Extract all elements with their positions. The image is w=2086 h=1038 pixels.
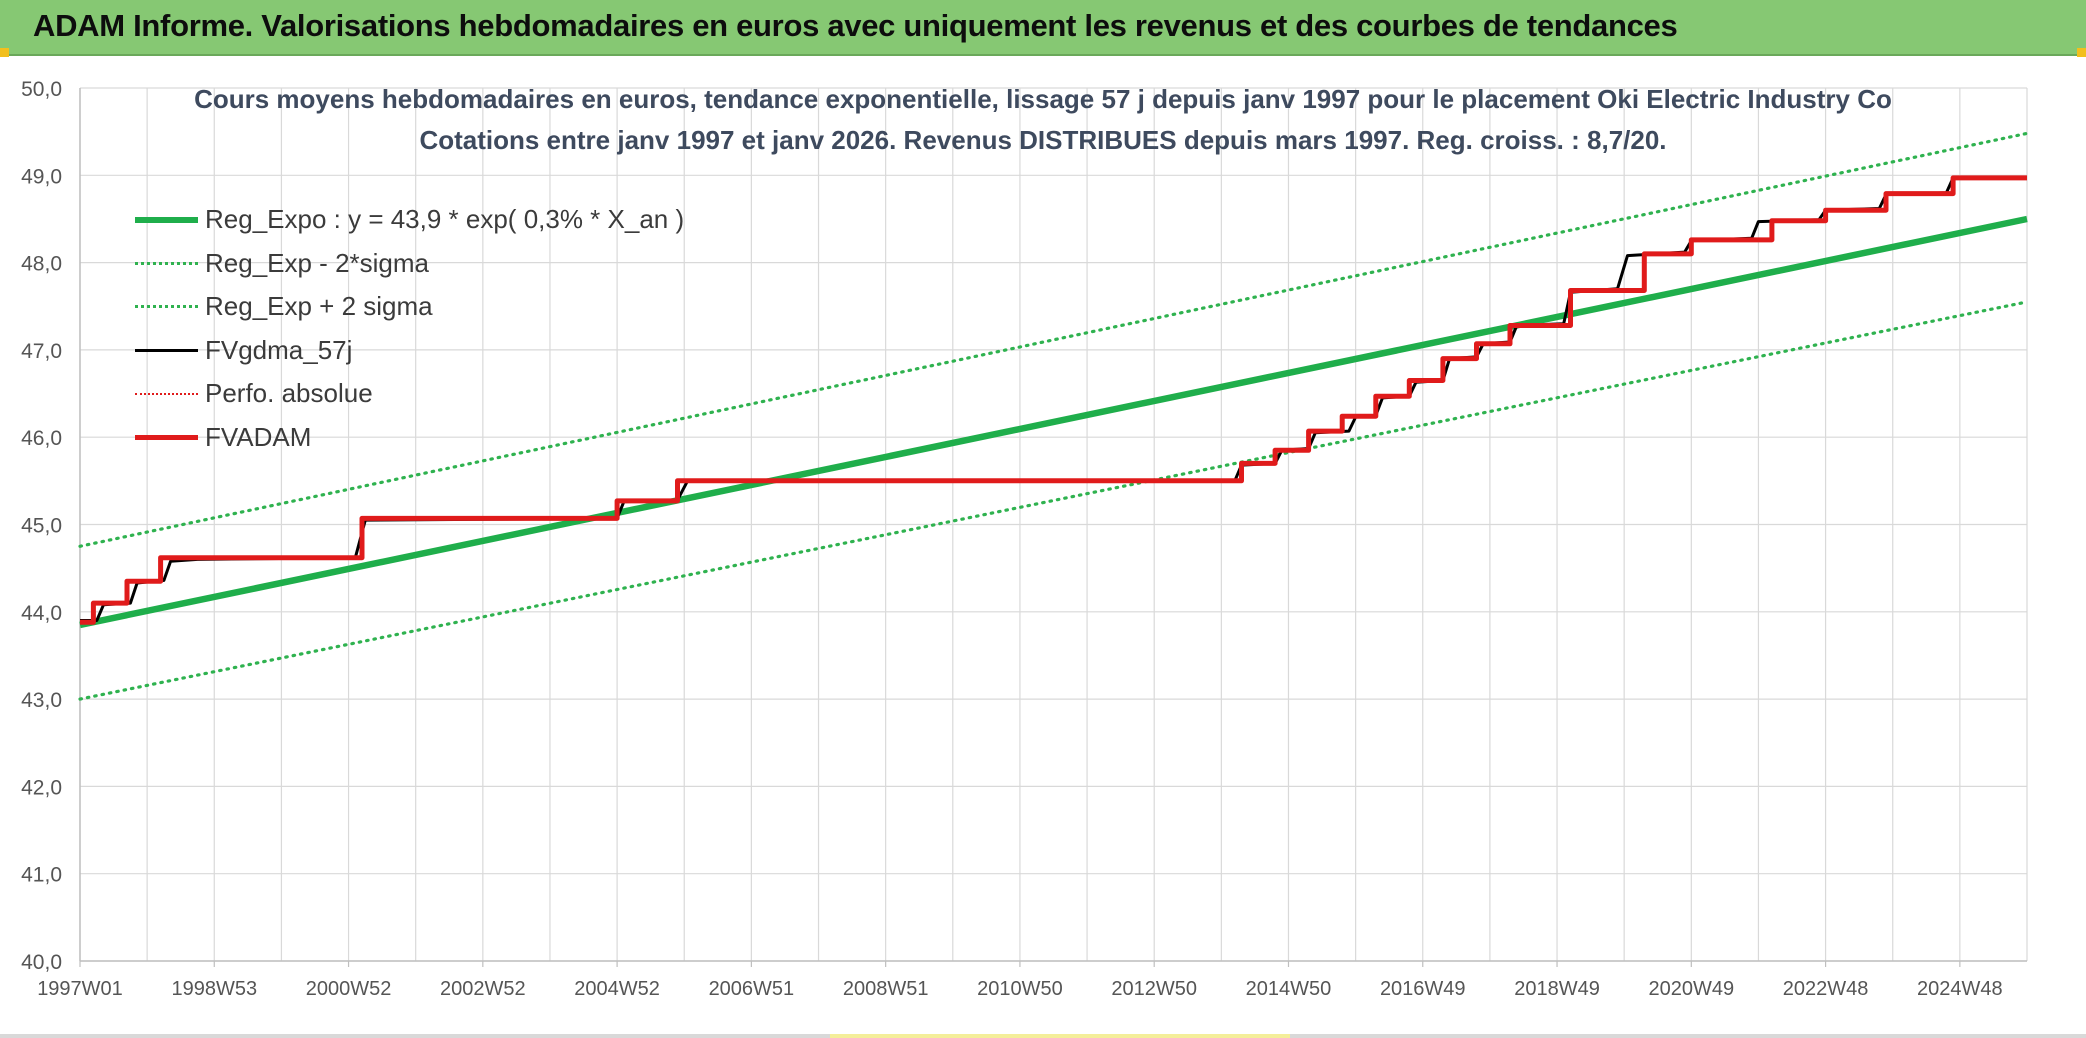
legend-item-reg-exp-plus-sigma: Reg_Exp + 2 sigma: [135, 285, 684, 329]
chart-legend: Reg_Expo : y = 43,9 * exp( 0,3% * X_an )…: [135, 198, 684, 459]
y-tick-label: 50,0: [21, 78, 62, 101]
series-line-2: [78, 131, 2029, 548]
y-tick-label: 49,0: [21, 165, 62, 188]
legend-swatch-reg-expo: [135, 216, 198, 223]
series-line-5: [80, 175, 2027, 625]
x-tick-label: 2014W50: [1246, 978, 1332, 1000]
x-tick-label: 2012W50: [1111, 978, 1197, 1000]
corner-marker-left: [0, 48, 9, 57]
x-tick-label: 2020W49: [1648, 978, 1734, 1000]
x-tick-label: 1997W01: [37, 978, 123, 1000]
y-tick-label: 44,0: [21, 602, 62, 625]
legend-label-fvadam: FVADAM: [205, 421, 312, 452]
legend-swatch-perfo-absolue: [135, 392, 198, 395]
x-tick-label: 1998W53: [171, 978, 257, 1000]
chart-title-line-1: Cours moyens hebdomadaires en euros, ten…: [194, 84, 1892, 114]
bottom-accent: [830, 1034, 1290, 1038]
x-tick-label: 2002W52: [440, 978, 526, 1000]
x-tick-label: 2006W51: [709, 978, 795, 1000]
chart-title-line-2: Cotations entre janv 1997 et janv 2026. …: [419, 125, 1667, 155]
x-tick-label: 2000W52: [306, 978, 392, 1000]
legend-item-fvadam: FVADAM: [135, 416, 684, 460]
legend-label-perfo-absolue: Perfo. absolue: [205, 378, 373, 409]
x-tick-label: 2010W50: [977, 978, 1063, 1000]
legend-label-reg-exp-minus-sigma: Reg_Exp - 2*sigma: [205, 247, 429, 278]
series-line-0: [79, 215, 2028, 629]
report-banner: ADAM Informe. Valorisations hebdomadaire…: [0, 0, 2086, 56]
x-tick-label: 2022W48: [1783, 978, 1869, 1000]
chart-svg: 40,0 41,0 42,0 43,0 44,0 45,0 46,0 47,0 48,0 49,0…: [21, 78, 2029, 1000]
report-title: ADAM Informe. Valorisations hebdomadaire…: [33, 8, 1678, 43]
y-tick-label: 41,0: [21, 864, 62, 887]
y-tick-label: 42,0: [21, 776, 62, 799]
legend-swatch-fvgdma: [135, 348, 198, 352]
y-tick-label: 43,0: [21, 689, 62, 712]
legend-swatch-fvadam: [135, 434, 198, 440]
y-tick-label: 46,0: [21, 427, 62, 450]
series-line-1: [78, 300, 2029, 701]
legend-item-perfo-absolue: Perfo. absolue: [135, 372, 684, 416]
legend-label-reg-expo: Reg_Expo : y = 43,9 * exp( 0,3% * X_an ): [205, 204, 685, 235]
series-layer: [78, 131, 2029, 701]
y-tick-label: 45,0: [21, 515, 62, 538]
legend-swatch-reg-exp-plus-sigma: [135, 305, 198, 309]
y-tick-label: 47,0: [21, 340, 62, 363]
x-tick-label: 2008W51: [843, 978, 929, 1000]
legend-label-reg-exp-plus-sigma: Reg_Exp + 2 sigma: [205, 291, 433, 322]
legend-item-reg-exp-minus-sigma: Reg_Exp - 2*sigma: [135, 242, 684, 286]
x-tick-label: 2016W49: [1380, 978, 1466, 1000]
y-tick-label: 48,0: [21, 253, 62, 276]
legend-item-reg-expo: Reg_Expo : y = 43,9 * exp( 0,3% * X_an ): [135, 198, 684, 242]
legend-label-fvgdma: FVgdma_57j: [205, 334, 353, 365]
corner-marker-right: [2077, 48, 2086, 57]
x-tick-label: 2018W49: [1514, 978, 1600, 1000]
x-tick-label: 2024W48: [1917, 978, 2003, 1000]
legend-swatch-reg-exp-minus-sigma: [135, 261, 198, 265]
chart-area: 40,0 41,0 42,0 43,0 44,0 45,0 46,0 47,0 48,0 49,0…: [0, 58, 2086, 1038]
legend-item-fvgdma: FVgdma_57j: [135, 329, 684, 373]
y-tick-label: 40,0: [21, 951, 62, 974]
axis-layer: 40,0 41,0 42,0 43,0 44,0 45,0 46,0 47,0 48,0 49,0…: [21, 78, 2027, 1000]
x-tick-label: 2004W52: [574, 978, 660, 1000]
